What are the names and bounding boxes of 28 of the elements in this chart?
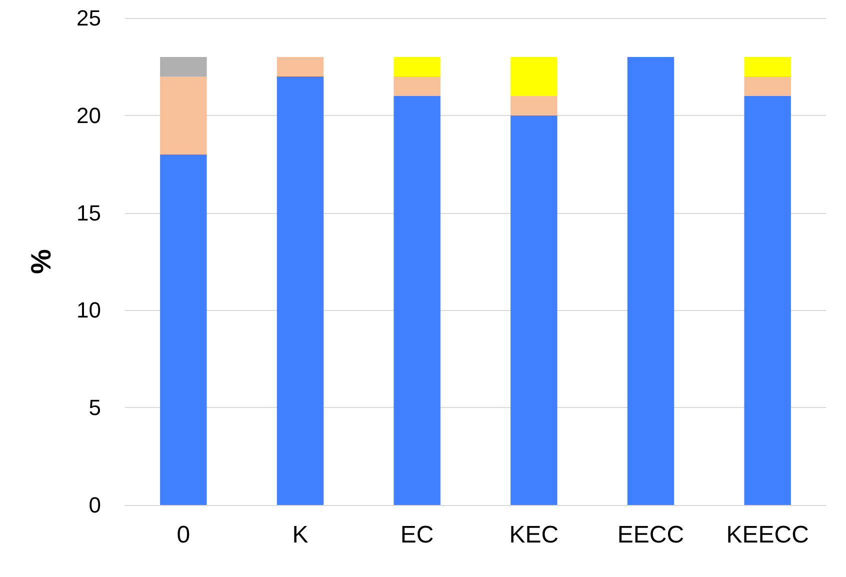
x-tick-label: EC [400, 522, 434, 548]
y-tick-label: 15 [76, 200, 101, 226]
bar [394, 96, 440, 505]
bar [394, 56, 440, 76]
x-tick-label: KEECC [726, 522, 809, 548]
bar [744, 56, 791, 76]
x-tick-label: K [292, 522, 308, 548]
x-tick-label: 0 [176, 522, 190, 548]
y-tick-label: 25 [76, 6, 101, 30]
bar [510, 115, 558, 505]
y-tick-label: 0 [88, 492, 101, 518]
y-axis-title: % [26, 248, 56, 274]
bar [394, 76, 440, 96]
y-tick-label: 5 [88, 395, 101, 420]
bar [160, 56, 207, 76]
bar [510, 56, 558, 96]
bar [627, 56, 674, 505]
bar [276, 56, 324, 76]
bar [160, 154, 207, 505]
bar [744, 76, 791, 96]
bar [160, 76, 207, 154]
x-tick-label: EECC [617, 522, 684, 548]
y-tick-label: 10 [76, 298, 101, 323]
bar [744, 96, 791, 505]
x-tick-label: KEC [509, 522, 559, 548]
bar [276, 76, 324, 505]
y-tick-label: 20 [76, 102, 101, 128]
bar [510, 96, 558, 116]
